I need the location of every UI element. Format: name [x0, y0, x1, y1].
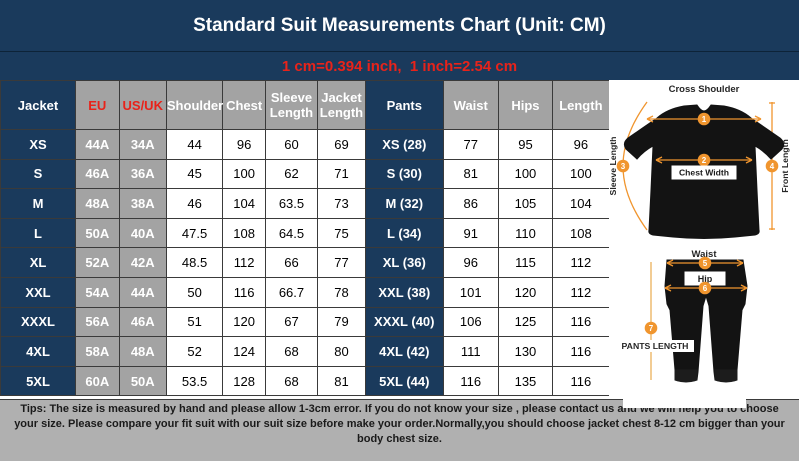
- svg-text:6: 6: [703, 284, 708, 293]
- svg-text:2: 2: [702, 156, 707, 165]
- svg-text:Cross Shoulder: Cross Shoulder: [669, 84, 740, 95]
- svg-text:Chest Width: Chest Width: [679, 168, 729, 178]
- svg-text:3: 3: [621, 162, 626, 171]
- svg-text:PANTS LENGTH: PANTS LENGTH: [622, 341, 689, 351]
- svg-text:1: 1: [702, 115, 707, 124]
- svg-text:4: 4: [770, 162, 775, 171]
- svg-text:5: 5: [703, 259, 708, 268]
- svg-text:Sleeve Length: Sleeve Length: [609, 137, 618, 196]
- svg-text:7: 7: [649, 324, 654, 333]
